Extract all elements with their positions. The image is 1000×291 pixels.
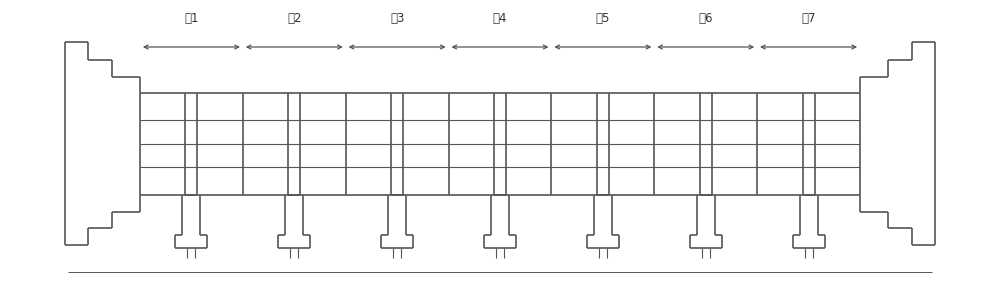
Text: 段2: 段2 xyxy=(287,12,302,24)
Text: 段3: 段3 xyxy=(390,12,404,24)
Text: 段6: 段6 xyxy=(698,12,713,24)
Text: 段1: 段1 xyxy=(184,12,199,24)
Text: 段7: 段7 xyxy=(801,12,816,24)
Text: 段4: 段4 xyxy=(493,12,507,24)
Text: 段5: 段5 xyxy=(596,12,610,24)
